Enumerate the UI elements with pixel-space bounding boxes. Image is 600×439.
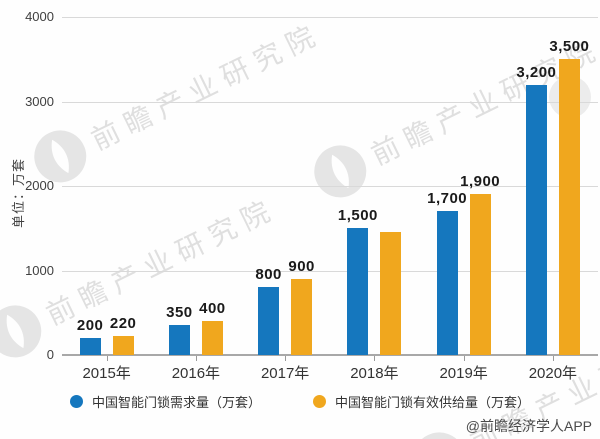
x-tick-2017年 bbox=[285, 356, 287, 361]
data-label-supply-2017年: 900 bbox=[288, 257, 315, 275]
x-axis-label-2019年: 2019年 bbox=[439, 365, 488, 382]
bar-supply-2015年 bbox=[112, 336, 134, 355]
legend-item-supply: 中国智能门锁有效供给量（万套） bbox=[313, 392, 530, 411]
data-label-demand-2015年: 200 bbox=[76, 317, 104, 335]
y-tick-label-1000: 1000 bbox=[25, 262, 54, 278]
bar-supply-2018年 bbox=[380, 232, 402, 355]
data-label-supply-2015年: 220 bbox=[109, 315, 137, 333]
data-label-demand-2017年: 800 bbox=[255, 266, 282, 284]
data-label-demand-2016年: 350 bbox=[166, 304, 193, 322]
bar-supply-2020年 bbox=[558, 59, 580, 355]
legend-label-supply: 中国智能门锁有效供给量（万套） bbox=[335, 395, 531, 410]
qianzhan-logo-icon bbox=[314, 145, 367, 198]
x-tick-2019年 bbox=[463, 356, 465, 361]
data-label-demand-2018年: 1,500 bbox=[337, 207, 378, 225]
bar-demand-2020年 bbox=[525, 84, 547, 355]
bar-demand-2018年 bbox=[347, 228, 369, 355]
legend-item-demand: 中国智能门锁需求量（万套） bbox=[69, 392, 261, 411]
bar-demand-2017年 bbox=[258, 287, 280, 355]
data-label-supply-2019年: 1,900 bbox=[460, 173, 501, 191]
x-axis-line bbox=[62, 354, 598, 356]
bar-supply-2016年 bbox=[201, 321, 223, 355]
x-axis-label-2017年: 2017年 bbox=[260, 365, 310, 382]
watermark: 前瞻产业研究院 bbox=[25, 7, 330, 191]
data-label-supply-2016年: 400 bbox=[199, 300, 226, 318]
legend-label-demand: 中国智能门锁需求量（万套） bbox=[91, 395, 261, 410]
gridline-2000 bbox=[62, 186, 598, 187]
bar-demand-2019年 bbox=[436, 211, 458, 355]
watermark-text: 前瞻产业研究院 bbox=[41, 192, 282, 331]
gridline-3000 bbox=[62, 101, 598, 103]
data-label-supply-2020年: 3,500 bbox=[549, 38, 590, 56]
bar-demand-2016年 bbox=[168, 325, 190, 355]
bar-supply-2017年 bbox=[291, 278, 313, 355]
x-tick-2016年 bbox=[195, 356, 197, 361]
y-tick-label-4000: 4000 bbox=[25, 9, 54, 24]
y-tick-label-3000: 3000 bbox=[25, 93, 54, 109]
data-label-demand-2020年: 3,200 bbox=[516, 63, 557, 81]
x-tick-2015年 bbox=[106, 356, 108, 361]
x-tick-2018年 bbox=[374, 356, 376, 361]
bar-demand-2015年 bbox=[79, 338, 101, 355]
legend: 中国智能门锁需求量（万套） 中国智能门锁有效供给量（万套） bbox=[0, 392, 600, 411]
legend-marker-supply bbox=[313, 395, 326, 408]
legend-marker-demand bbox=[69, 395, 83, 408]
qianzhan-logo-icon bbox=[413, 432, 466, 439]
data-label-demand-2019年: 1,700 bbox=[427, 190, 468, 208]
bar-supply-2019年 bbox=[469, 194, 491, 355]
watermark-text: 前瞻产业研究院 bbox=[86, 17, 327, 156]
y-tick-label-0: 0 bbox=[46, 347, 54, 362]
gridline-4000 bbox=[62, 17, 598, 18]
source-credit: @前瞻经济学人APP bbox=[465, 418, 592, 434]
x-tick-2020年 bbox=[552, 356, 554, 361]
x-axis-label-2020年: 2020年 bbox=[528, 365, 578, 382]
x-axis-label-2016年: 2016年 bbox=[171, 365, 221, 382]
y-tick-label-2000: 2000 bbox=[25, 178, 54, 193]
x-axis-label-2018年: 2018年 bbox=[350, 365, 399, 382]
gridline-1000 bbox=[62, 270, 598, 272]
x-axis-label-2015年: 2015年 bbox=[82, 365, 131, 382]
